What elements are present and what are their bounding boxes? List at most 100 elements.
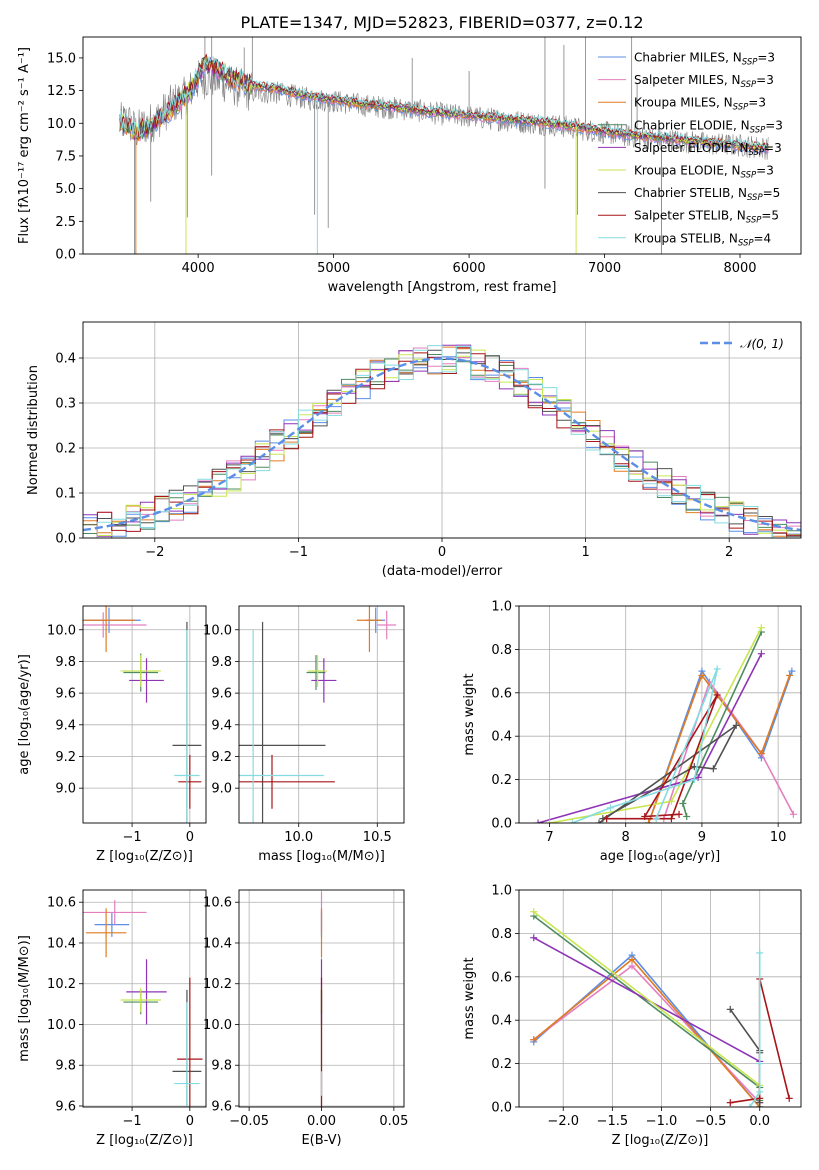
x-tick-label: 9 [698,830,706,845]
legend-label: Salpeter MILES, NSSP=3 [634,73,774,90]
y-tick-label: 10.0 [47,1018,76,1033]
series-marker [789,810,797,818]
x-tick-label: 7 [545,830,553,845]
legend-label-sub: SSP [741,80,757,90]
y-tick-label: 10.0 [47,623,76,638]
x-tick-label: 4000 [182,261,215,276]
y-tick-label: 9.8 [211,655,232,670]
x-tick-label: 7000 [588,261,621,276]
x-axis-label: Z [log₁₀(Z/Z⊙)] [612,1133,709,1148]
y-tick-label: 9.8 [55,655,76,670]
y-tick-label: 0.0 [491,817,512,832]
axes-frame [82,889,207,1108]
x-tick-label: 6000 [453,261,486,276]
legend-label-tail: =3 [764,141,782,155]
error-bar-point [174,1002,200,1107]
x-tick-label: −1 [122,1114,141,1129]
mass_vs_Z-plot-area [83,900,203,1107]
series-marker [530,934,538,942]
x-tick-label: −1 [122,830,141,845]
x-tick-label: 8000 [723,261,756,276]
y-tick-label: 10.0 [47,117,76,132]
legend-label-tail: =5 [761,209,779,223]
y-tick-label: 0.0 [55,532,76,547]
y-tick-label: 0.4 [491,1014,512,1029]
x-tick-label: 2 [725,545,733,560]
y-axis-label: Normed distribution [26,365,41,495]
series-marker [652,815,660,823]
model-spectrum-line [119,56,769,149]
legend-label: Chabrier ELODIE, NSSP=3 [634,118,783,135]
y-tick-label: 0.8 [491,643,512,658]
series-marker [756,1060,764,1068]
y-tick-label: 9.2 [211,750,232,765]
error-bar-point [174,629,200,823]
y-tick-label: 15.0 [47,51,76,66]
y-tick-label: 1.0 [491,884,512,899]
x-tick-label: 8 [622,830,630,845]
legend-label-sub: SSP [747,193,763,203]
legend-label-tail: =4 [754,231,772,245]
series-marker [757,750,765,758]
series-line [663,680,795,819]
axes-frame [82,605,207,824]
y-axis-label: mass weight [462,673,477,755]
legend-label: Chabrier MILES, NSSP=3 [634,51,775,68]
massweight_vs_age-panel: 7 8 9 10 0.0 0.2 0.4 0.6 0.8 1.0 age [log₁₀(age/yr… [462,600,802,864]
series-marker [713,665,721,673]
x-tick-label: −1 [289,545,308,560]
y-tick-label: 10.2 [47,977,76,992]
massweight_vs_age-plot-area [534,624,797,823]
legend-label-main: Salpeter MILES, N [634,73,741,87]
series-marker [726,1005,734,1013]
series-line [533,953,761,1107]
y-tick-label: 9.0 [211,782,232,797]
error-bar-point [83,606,135,652]
y-tick-label: 0.8 [491,927,512,942]
y-tick-label: 12.5 [47,84,76,99]
x-tick-label: −1.5 [597,1114,629,1129]
legend-label-tail: =3 [748,96,766,110]
error-bar-point [356,606,382,652]
y-tick-label: 0.2 [491,1057,512,1072]
series-marker [756,1094,764,1102]
series-line [537,653,763,823]
series-line [533,915,761,1101]
x-tick-label: −1.0 [646,1114,678,1129]
series-marker [756,1088,764,1096]
error-bar-point [311,658,337,703]
legend-label-tail: =3 [756,164,774,178]
series-marker [757,624,765,632]
y-tick-label: 0.1 [55,487,76,502]
y-tick-label: 0.6 [491,686,512,701]
series-marker [545,819,553,823]
x-axis-label: E(B-V) [301,1133,341,1148]
x-axis-label: Z [log₁₀(Z/Z⊙)] [96,849,193,864]
series-marker [667,797,675,805]
y-tick-label: 0.4 [55,352,76,367]
x-tick-label: 1 [581,545,589,560]
spectrum-plot-area [119,37,769,254]
model-spectrum-line [119,59,769,155]
series-marker [690,776,698,784]
age_vs_mass-plot-area [239,606,397,823]
y-tick-label: 10.4 [203,936,232,951]
axes-frame [82,36,802,255]
series-marker [641,812,649,820]
x-tick-label: 10.5 [363,830,392,845]
y-tick-label: 0.0 [55,248,76,263]
y-axis-label: mass [log₁₀(M/M⊙)] [17,935,32,1062]
series-marker [694,773,702,781]
y-tick-label: 10.4 [47,936,76,951]
x-tick-label: 0 [186,1114,194,1129]
series-marker [756,1103,764,1107]
series-marker [679,799,687,807]
y-tick-label: 9.6 [55,687,76,702]
error-bar-point [377,610,397,640]
legend-label: Salpeter STELIB, NSSP=5 [634,209,779,226]
axes-frame [518,889,802,1108]
y-tick-label: 9.0 [55,782,76,797]
legend-label-tail: =3 [757,51,775,65]
legend-label-main: Kroupa ELODIE, N [634,164,741,178]
